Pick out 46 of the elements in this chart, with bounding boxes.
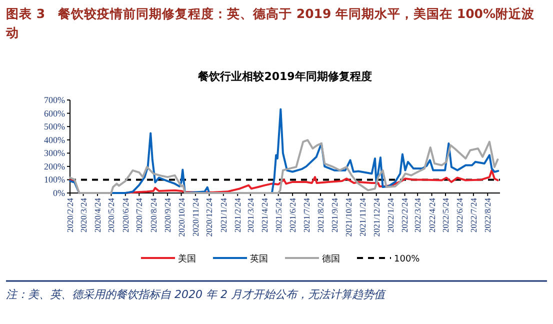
text: 注：美、英、德采用的餐饮指标自 2020 年 2 月才开始公布，无法计算趋势值 <box>6 287 387 303</box>
y-tick-label: 400% <box>44 134 66 145</box>
x-tick-label: 2020/7/24 <box>134 197 144 232</box>
x-tick-label: 2020/10/24 <box>176 197 186 237</box>
x-tick-label: 2022/6/24 <box>454 197 465 232</box>
chart-subtitle: 餐饮行业相较2019年同期修复程度 <box>197 70 372 83</box>
y-tick-label: 100% <box>44 174 66 185</box>
x-tick-label: 2021/4/24 <box>260 197 270 232</box>
x-tick-label: 2021/7/24 <box>301 197 312 232</box>
x-tick-label: 2022/1/24 <box>386 197 396 232</box>
y-tick-label: 500% <box>44 122 66 132</box>
x-tick-label: 2020/4/24 <box>92 197 102 232</box>
x-tick-label: 2020/9/24 <box>162 197 173 232</box>
x-tick-label: 2021/1/24 <box>218 197 228 232</box>
x-tick-label: 2021/3/24 <box>245 197 256 232</box>
x-tick-label: 2020/5/24 <box>106 197 116 232</box>
legend-label: 100% <box>394 254 420 264</box>
x-tick-label: 2022/2/24 <box>400 197 410 232</box>
x-tick-label: 2020/8/24 <box>148 197 158 232</box>
x-tick-label: 2022/4/24 <box>426 197 437 232</box>
legend-label: 美国 <box>178 254 196 264</box>
x-tick-label: 2020/12/24 <box>204 197 214 237</box>
x-tick-label: 2021/5/24 <box>273 197 284 232</box>
x-tick-label: 2022/8/24 <box>482 197 493 232</box>
x-tick-label: 2022/5/24 <box>440 197 451 232</box>
y-tick-label: 0% <box>53 188 66 198</box>
x-tick-label: 2021/10/24 <box>343 197 354 237</box>
x-tick-label: 2021/11/24 <box>358 197 368 236</box>
x-tick-label: 2020/2/24 <box>65 197 75 232</box>
x-tick-label: 2020/11/24 <box>190 197 200 236</box>
legend-label: 德国 <box>322 254 340 264</box>
x-tick-label: 2020/6/24 <box>120 197 130 232</box>
x-tick-label: 2021/6/24 <box>288 197 298 232</box>
x-tick-label: 2021/9/24 <box>330 197 340 232</box>
chart-title: 图表 3 餐饮较疫情前同期修复程度：英、德高于 2019 年同期水平，美国在 100%附近波动 <box>6 5 536 42</box>
y-tick-label: 600% <box>44 108 66 118</box>
x-tick-label: 2021/2/24 <box>232 197 243 232</box>
x-tick-label: 2021/8/24 <box>315 197 326 232</box>
x-tick-label: 2022/3/24 <box>412 197 423 232</box>
x-tick-label: 2022/7/24 <box>468 197 478 232</box>
x-tick-label: 2021/12/24 <box>371 197 382 237</box>
x-tick-label: 2020/3/24 <box>78 197 88 232</box>
y-tick-label: 700% <box>44 95 66 105</box>
legend-label: 英国 <box>250 254 268 264</box>
y-tick-label: 300% <box>44 148 66 158</box>
y-tick-label: 200% <box>44 161 66 172</box>
